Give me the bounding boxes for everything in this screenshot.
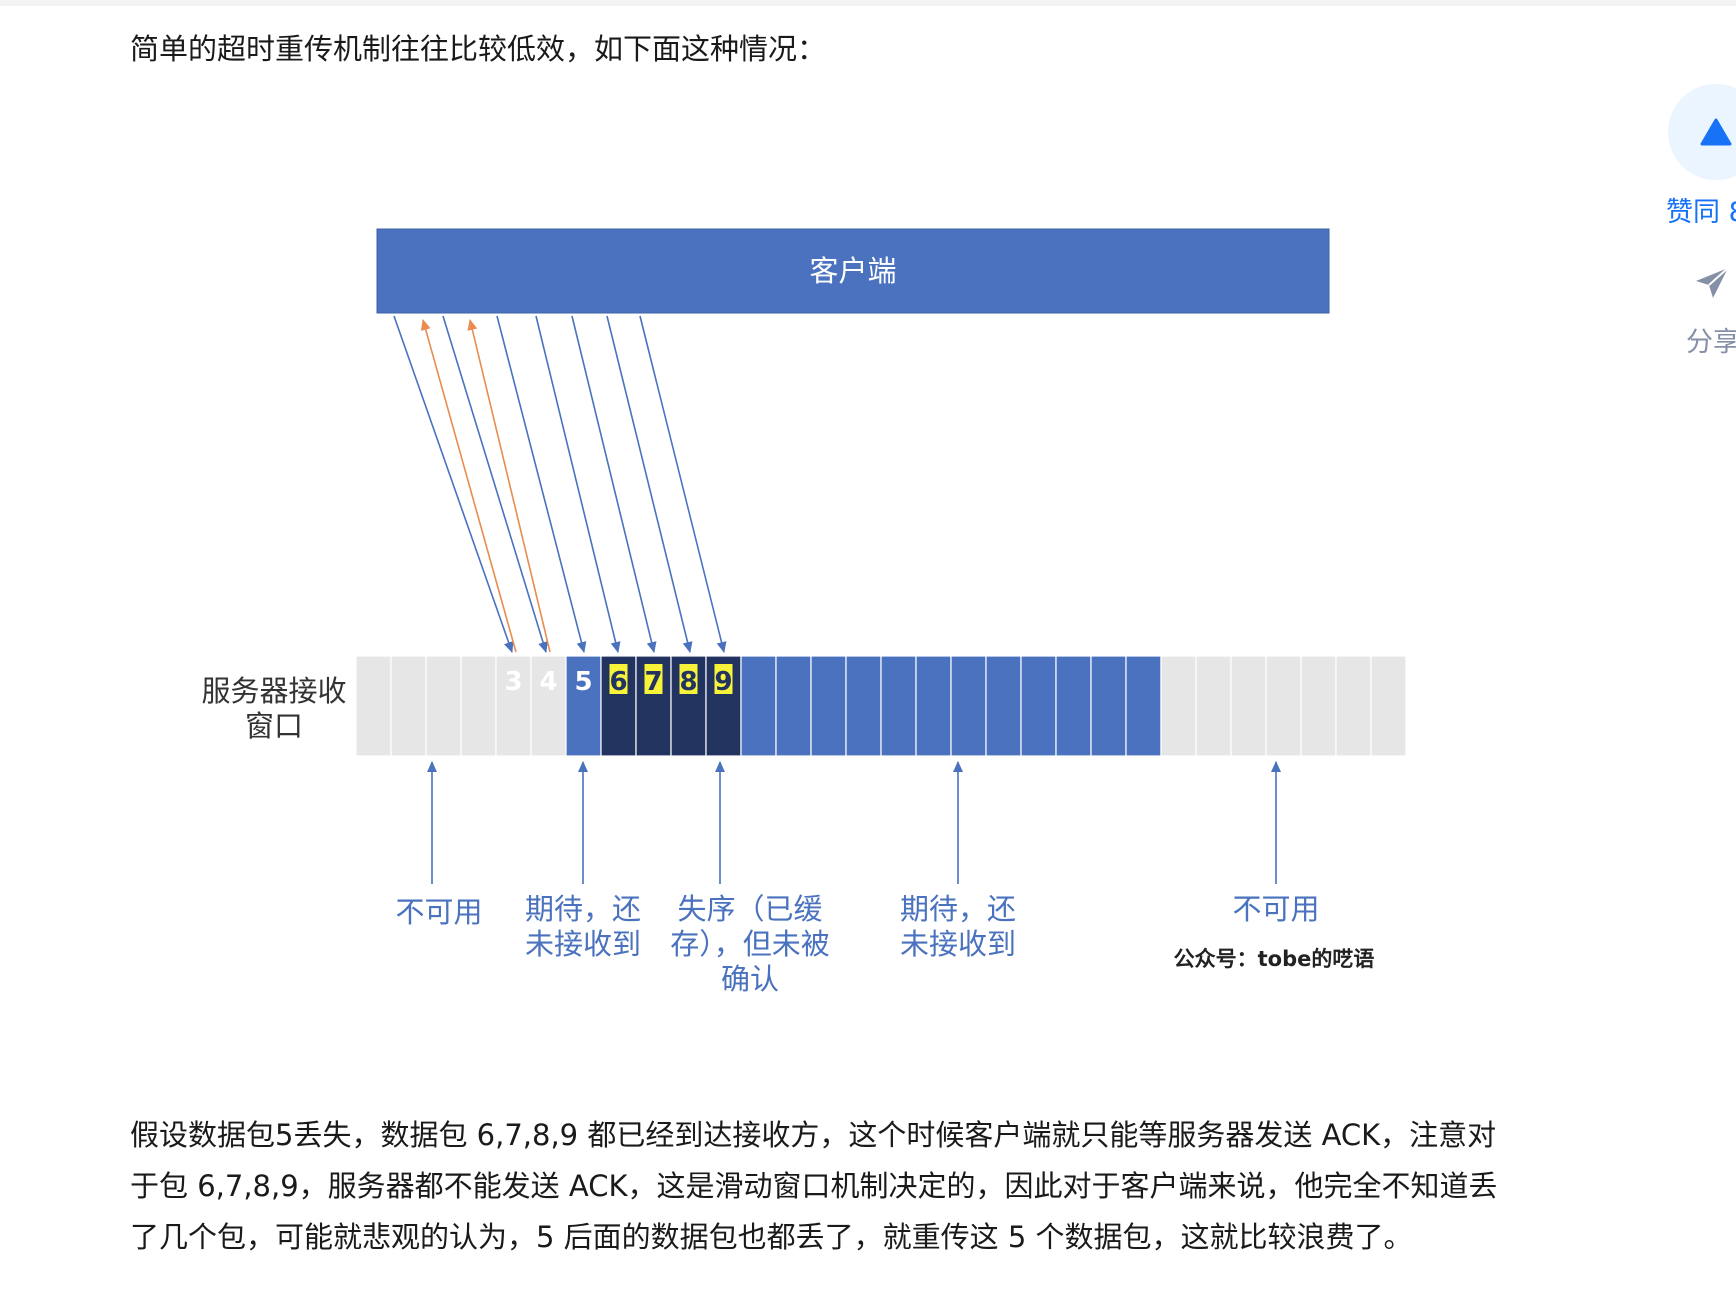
watermark: 公众号：tobe的呓语 [1174,947,1375,971]
client-bar [376,228,1330,314]
top-bar [0,0,1736,6]
vote-count-label[interactable]: 赞同 8 [1666,197,1736,228]
packet-highlight [714,664,733,694]
data-packet-arrow [571,315,657,653]
pointer-arrows [427,761,1281,884]
ack-arrow [467,319,551,653]
packet-number: 7 [644,667,662,697]
data-packet-arrow [639,315,727,653]
data-packet-arrow [393,315,514,653]
annotation-text: 不可用 [395,895,482,929]
packet-number: 3 [504,667,522,697]
window-cell-unavailable [1335,655,1372,757]
annotation-unavailable-right: 不可用 [1232,892,1319,926]
transfer-arrows [393,315,727,653]
annotation-text: 期待，还 [525,892,641,926]
packet-highlight [609,664,628,694]
window-label-line-2: 窗口 [245,709,303,743]
vote-up-icon[interactable] [1700,118,1732,146]
ack-arrow [420,319,517,653]
window-cell-expected [950,655,987,757]
packet-highlight [644,664,663,694]
packet-number: 6 [609,667,627,697]
annotation-text: 不可用 [1232,892,1319,926]
packet-number: 4 [539,667,557,697]
window-cell-expected [775,655,812,757]
window-cell-unavailable [355,655,392,757]
window-cell-unavailable [1160,655,1197,757]
packet-number: 8 [679,667,697,697]
annotation-text: 期待，还 [900,892,1016,926]
annotation-expected-first: 期待，还 未接收到 [525,892,641,961]
window-cell-expected [810,655,847,757]
window-cell-unavailable [1230,655,1267,757]
client-label: 客户端 [809,254,896,288]
window-cell-unavailable [495,655,532,757]
window-cell-unavailable [460,655,497,757]
window-cell-expected [565,655,602,757]
window-cell-expected [1055,655,1092,757]
window-cell-unavailable [390,655,427,757]
annotation-text: 确认 [721,962,779,996]
window-cell-unavailable [1300,655,1337,757]
window-cell-expected [880,655,917,757]
window-cell-unavailable [530,655,567,757]
window-label-line-1: 服务器接收 [201,674,346,708]
annotation-text: 失序（已缓 [677,892,822,926]
window-cell-unavailable [1370,655,1407,757]
window-cell-expected [1090,655,1127,757]
annotation-text: 未接收到 [900,927,1016,961]
data-packet-arrow [442,315,548,653]
annotation-out-of-order: 失序（已缓 存），但未被 确认 [670,892,830,996]
annotation-unavailable-left: 不可用 [395,895,482,929]
window-cell-expected [845,655,882,757]
window-cell-expected [915,655,952,757]
window-cell-unavailable [1195,655,1232,757]
packet-highlight [679,664,698,694]
data-packet-arrow [606,315,693,653]
window-cell-expected [1020,655,1057,757]
window-cells [355,655,1407,757]
body-paragraph: 假设数据包5丢失，数据包 6,7,8,9 都已经到达接收方，这个时候客户端就只能… [130,1118,1498,1254]
window-cell-unavailable [1265,655,1302,757]
window-cell-expected [985,655,1022,757]
data-packet-arrow [496,315,587,653]
intro-paragraph: 简单的超时重传机制往往比较低效，如下面这种情况： [130,32,827,66]
annotation-text: 未接收到 [525,927,641,961]
packet-number: 5 [574,667,592,697]
packet-number: 9 [714,667,732,697]
share-label[interactable]: 分享 [1686,327,1736,358]
window-cell-unavailable [425,655,462,757]
data-packet-arrow [535,315,621,653]
annotation-text: 存），但未被 [670,927,830,961]
window-cell-expected [740,655,777,757]
annotation-expected-second: 期待，还 未接收到 [900,892,1016,961]
window-cell-expected [1125,655,1162,757]
share-plane-icon[interactable] [1694,266,1730,302]
